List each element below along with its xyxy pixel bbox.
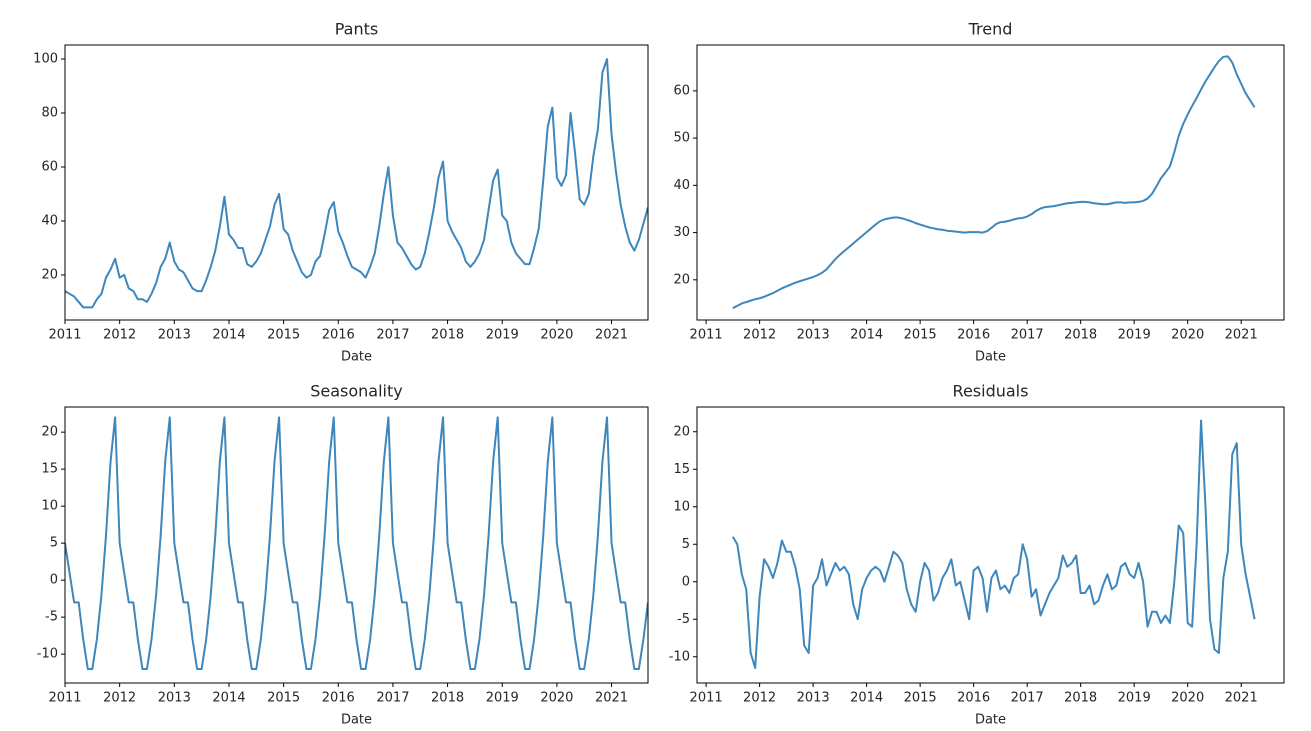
x-tick-label: 2016	[957, 328, 990, 343]
series-line	[65, 416, 648, 670]
x-tick-label: 2017	[1011, 691, 1044, 706]
y-tick-label: 20	[673, 272, 690, 287]
x-tick-label: 2011	[48, 328, 81, 343]
x-tick-label: 2014	[850, 691, 883, 706]
y-tick-label: 5	[682, 537, 690, 552]
y-tick-label: -10	[669, 649, 690, 664]
axes-frame	[696, 44, 1285, 321]
y-tick-label: 10	[41, 499, 58, 514]
x-tick-label: 2017	[376, 691, 409, 706]
y-tick-label: 20	[41, 267, 58, 282]
series-line	[731, 419, 1256, 669]
y-tick-label: 50	[673, 131, 690, 146]
x-tick-label: 2021	[1225, 691, 1258, 706]
subplot-title: Residuals	[953, 382, 1029, 401]
x-tick-label: 2019	[1118, 691, 1151, 706]
y-tick-label: 60	[673, 83, 690, 98]
y-tick-label: 30	[673, 225, 690, 240]
x-tick-label: 2011	[690, 328, 723, 343]
x-tick-label: 2016	[322, 691, 355, 706]
y-tick-label: 100	[33, 52, 58, 67]
x-tick-label: 2018	[1064, 691, 1097, 706]
subplot-title: Trend	[968, 20, 1013, 39]
x-tick-label: 2015	[904, 328, 937, 343]
x-tick-label: 2011	[48, 691, 81, 706]
x-tick-label: 2014	[850, 328, 883, 343]
axes-frame	[696, 406, 1285, 684]
series-line	[732, 55, 1256, 310]
y-tick-label: 60	[41, 159, 58, 174]
y-tick-label: -5	[45, 610, 58, 625]
x-tick-label: 2015	[904, 691, 937, 706]
x-tick-label: 2020	[1171, 328, 1204, 343]
x-tick-label: 2018	[431, 328, 464, 343]
y-tick-label: 5	[50, 536, 58, 551]
subplot-title: Pants	[335, 20, 378, 39]
x-tick-label: 2014	[212, 691, 245, 706]
y-tick-label: 20	[41, 425, 58, 440]
x-axis-label: Date	[341, 350, 372, 365]
x-axis-label: Date	[975, 713, 1006, 728]
y-tick-label: 15	[673, 462, 690, 477]
x-tick-label: 2012	[743, 328, 776, 343]
x-tick-label: 2018	[431, 691, 464, 706]
x-tick-label: 2013	[158, 328, 191, 343]
y-tick-label: 40	[41, 213, 58, 228]
x-axis-label: Date	[341, 713, 372, 728]
x-tick-label: 2015	[267, 691, 300, 706]
x-tick-label: 2014	[212, 328, 245, 343]
x-tick-label: 2013	[797, 691, 830, 706]
y-tick-label: 40	[673, 178, 690, 193]
axes-frame	[64, 406, 649, 684]
x-tick-label: 2020	[1171, 691, 1204, 706]
y-tick-label: -10	[37, 647, 58, 662]
y-tick-label: 15	[41, 462, 58, 477]
x-tick-label: 2021	[595, 328, 628, 343]
y-tick-label: 0	[50, 573, 58, 588]
x-tick-label: 2019	[486, 691, 519, 706]
x-axis-label: Date	[975, 350, 1006, 365]
x-tick-label: 2012	[743, 691, 776, 706]
x-tick-label: 2011	[690, 691, 723, 706]
x-tick-label: 2017	[1011, 328, 1044, 343]
y-tick-label: 20	[673, 424, 690, 439]
y-tick-label: 10	[673, 499, 690, 514]
x-tick-label: 2016	[322, 328, 355, 343]
y-tick-label: 80	[41, 106, 58, 121]
x-tick-label: 2012	[103, 328, 136, 343]
x-tick-label: 2013	[158, 691, 191, 706]
x-tick-label: 2016	[957, 691, 990, 706]
x-tick-label: 2021	[1225, 328, 1258, 343]
x-tick-label: 2015	[267, 328, 300, 343]
x-tick-label: 2012	[103, 691, 136, 706]
x-tick-label: 2017	[376, 328, 409, 343]
x-tick-label: 2019	[486, 328, 519, 343]
x-tick-label: 2020	[540, 328, 573, 343]
x-tick-label: 2013	[797, 328, 830, 343]
axes-frame	[64, 44, 649, 321]
x-tick-label: 2019	[1118, 328, 1151, 343]
x-tick-label: 2018	[1064, 328, 1097, 343]
y-tick-label: 0	[682, 574, 690, 589]
subplot-title: Seasonality	[310, 382, 403, 401]
x-tick-label: 2020	[540, 691, 573, 706]
y-tick-label: -5	[677, 612, 690, 627]
series-line	[65, 58, 648, 309]
x-tick-label: 2021	[595, 691, 628, 706]
